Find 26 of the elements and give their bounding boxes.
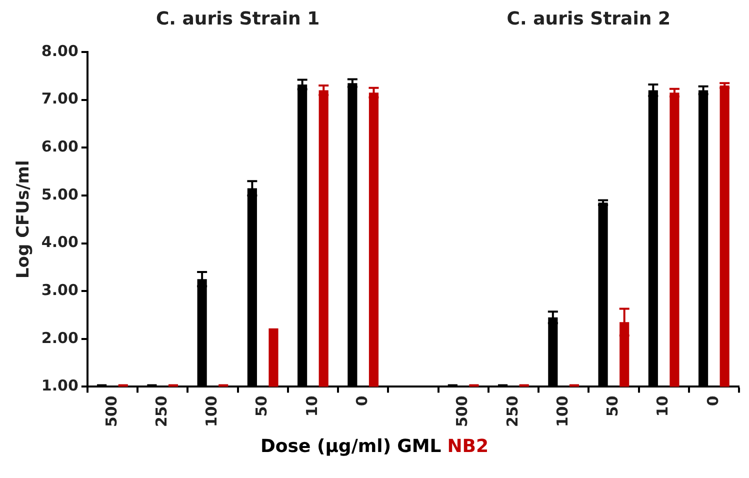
x-tick-label: 10 [302, 396, 321, 417]
series-label: NB2 [447, 436, 489, 457]
y-tick-label: 8.00 [41, 42, 78, 60]
y-tick-label: 5.00 [41, 185, 78, 204]
x-tick-label: 0 [352, 396, 371, 406]
x-tick-label: 100 [202, 396, 221, 427]
y-tick-label: 2.00 [41, 328, 78, 347]
x-tick-label: 100 [553, 396, 572, 427]
x-tick-label: 250 [503, 396, 522, 427]
text: C. auris Strain 1 [156, 8, 320, 30]
y-tick-label: 6.00 [41, 138, 78, 156]
y-axis-title: Log CFUs/ml [14, 160, 34, 279]
x-tick-label: 250 [152, 396, 170, 427]
x-tick-label: 50 [604, 396, 622, 417]
y-tick-label: 3.00 [41, 280, 78, 299]
x-tick-label: 50 [252, 396, 271, 417]
y-tick-label: 7.00 [41, 90, 78, 108]
text: C. auris Strain 2 [506, 8, 670, 30]
x-tick-label: 10 [654, 396, 672, 417]
x-tick-label: 500 [102, 396, 120, 427]
x-tick-label: 500 [453, 396, 472, 427]
y-tick-label: 1.00 [41, 376, 78, 395]
y-tick-label: 4.00 [41, 233, 78, 252]
x-tick-label: 0 [704, 396, 722, 406]
series-label: GML [397, 436, 442, 457]
x-axis-title: Dose (µg/ml) [260, 436, 392, 457]
